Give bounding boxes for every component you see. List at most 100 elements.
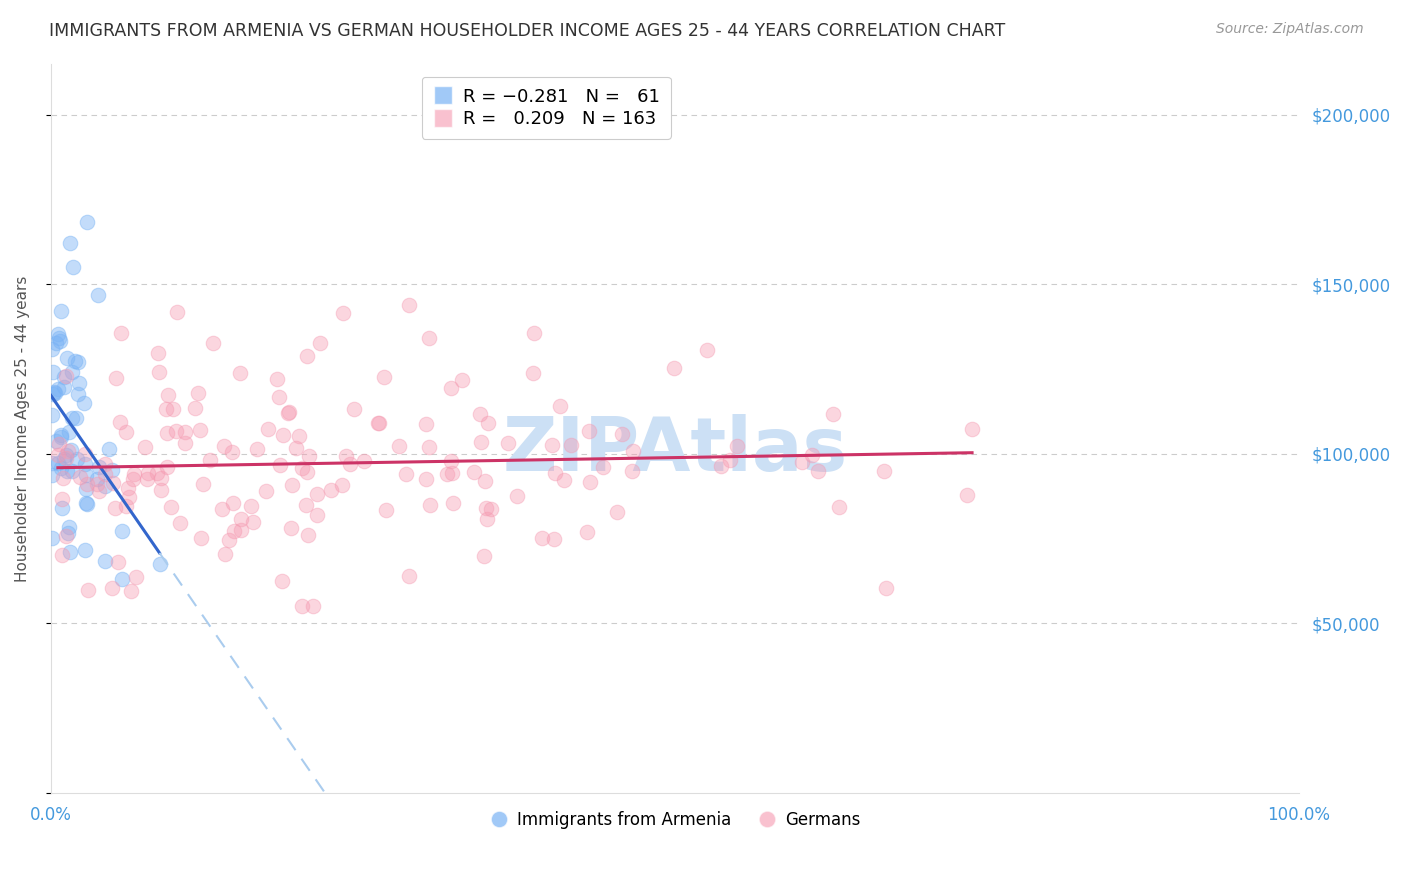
Point: [69, 469, 91, 483]
Point: [41, 408, 63, 422]
Point: [277, 404, 299, 418]
Point: [610, 426, 633, 441]
Point: [58, 545, 80, 559]
Point: [55, 368, 77, 383]
Point: [374, 502, 396, 516]
Point: [55, 529, 77, 543]
Point: [94, 554, 117, 568]
Point: [302, 599, 325, 614]
Point: [44, 384, 66, 399]
Point: [55, 351, 77, 366]
Point: [295, 466, 318, 480]
Point: [135, 472, 157, 486]
Text: Source: ZipAtlas.com: Source: ZipAtlas.com: [1216, 22, 1364, 37]
Point: [94, 457, 117, 471]
Point: [246, 442, 269, 457]
Point: [156, 425, 179, 440]
Point: [291, 599, 314, 614]
Point: [118, 491, 141, 505]
Point: [162, 402, 184, 417]
Point: [59, 236, 82, 251]
Point: [792, 454, 814, 468]
Point: [110, 326, 132, 340]
Point: [45, 434, 67, 448]
Point: [441, 495, 464, 509]
Point: [60, 443, 83, 458]
Point: [67, 376, 90, 390]
Point: [117, 482, 139, 496]
Point: [541, 438, 564, 452]
Point: [523, 326, 546, 340]
Point: [330, 478, 353, 492]
Point: [73, 395, 96, 409]
Point: [284, 441, 307, 455]
Point: [436, 467, 458, 482]
Point: [335, 449, 357, 463]
Point: [294, 498, 316, 512]
Point: [48, 331, 70, 345]
Point: [579, 475, 602, 489]
Point: [76, 476, 98, 491]
Point: [51, 548, 73, 562]
Point: [398, 569, 420, 583]
Point: [823, 408, 845, 422]
Point: [576, 524, 599, 539]
Point: [107, 555, 129, 569]
Point: [146, 346, 169, 360]
Point: [387, 439, 409, 453]
Point: [52, 369, 75, 384]
Point: [474, 500, 496, 515]
Point: [62, 260, 84, 274]
Point: [46, 382, 69, 396]
Point: [41, 342, 63, 356]
Point: [77, 582, 100, 597]
Point: [159, 500, 181, 515]
Point: [662, 360, 685, 375]
Point: [288, 428, 311, 442]
Point: [496, 435, 519, 450]
Point: [87, 483, 110, 498]
Point: [62, 464, 84, 478]
Y-axis label: Householder Income Ages 25 - 44 years: Householder Income Ages 25 - 44 years: [15, 275, 30, 582]
Point: [75, 468, 97, 483]
Point: [222, 524, 245, 539]
Point: [450, 373, 472, 387]
Point: [475, 511, 498, 525]
Point: [111, 572, 134, 586]
Point: [398, 297, 420, 311]
Point: [321, 483, 343, 497]
Point: [114, 425, 136, 439]
Point: [46, 448, 69, 462]
Point: [104, 501, 127, 516]
Point: [58, 425, 80, 439]
Point: [187, 386, 209, 401]
Point: [120, 583, 142, 598]
Point: [472, 549, 495, 563]
Point: [211, 501, 233, 516]
Point: [560, 438, 582, 452]
Point: [269, 458, 291, 472]
Point: [86, 287, 108, 301]
Point: [305, 487, 328, 501]
Point: [41, 531, 63, 545]
Point: [506, 489, 529, 503]
Point: [190, 531, 212, 545]
Point: [415, 417, 437, 432]
Point: [42, 387, 65, 401]
Point: [94, 479, 117, 493]
Point: [470, 407, 492, 421]
Point: [75, 482, 97, 496]
Point: [827, 500, 849, 514]
Point: [44, 386, 66, 401]
Point: [188, 423, 211, 437]
Point: [229, 366, 252, 380]
Point: [48, 437, 70, 451]
Point: [51, 501, 73, 516]
Point: [105, 371, 128, 385]
Point: [41, 467, 63, 482]
Point: [960, 422, 983, 436]
Point: [41, 365, 63, 379]
Point: [415, 472, 437, 486]
Point: [51, 427, 73, 442]
Point: [65, 411, 87, 425]
